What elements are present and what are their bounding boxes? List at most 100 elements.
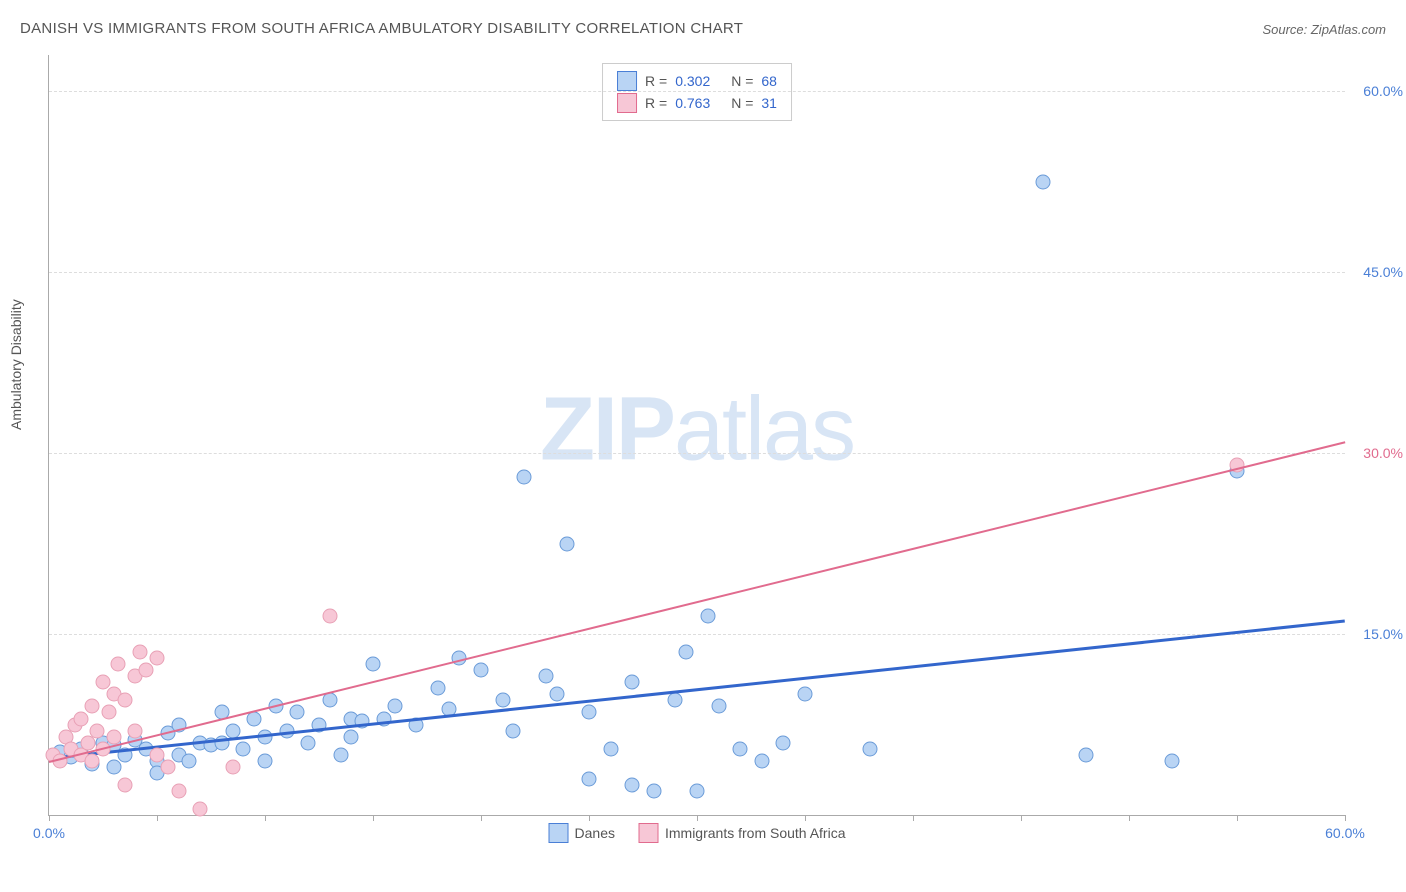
scatter-point bbox=[754, 753, 769, 768]
n-label: N = bbox=[731, 70, 753, 92]
scatter-point bbox=[430, 681, 445, 696]
r-label: R = bbox=[645, 92, 667, 114]
scatter-point bbox=[474, 663, 489, 678]
gridline bbox=[49, 634, 1345, 635]
scatter-point bbox=[258, 753, 273, 768]
n-value: 31 bbox=[761, 92, 777, 114]
legend-row: R = 0.763 N = 31 bbox=[617, 92, 777, 114]
legend-swatch bbox=[617, 71, 637, 91]
watermark-light: atlas bbox=[674, 379, 854, 479]
scatter-point bbox=[387, 699, 402, 714]
scatter-point bbox=[322, 693, 337, 708]
series-legend: Danes Immigrants from South Africa bbox=[549, 823, 846, 843]
scatter-point bbox=[776, 735, 791, 750]
legend-swatch bbox=[549, 823, 569, 843]
y-tick-label: 45.0% bbox=[1363, 264, 1403, 280]
scatter-point bbox=[182, 753, 197, 768]
legend-item: Danes bbox=[549, 823, 615, 843]
x-tick bbox=[1021, 815, 1022, 821]
scatter-point bbox=[1165, 753, 1180, 768]
source-attribution: Source: ZipAtlas.com bbox=[1262, 22, 1386, 37]
x-tick bbox=[265, 815, 266, 821]
scatter-point bbox=[646, 783, 661, 798]
scatter-point bbox=[344, 729, 359, 744]
y-tick-label: 30.0% bbox=[1363, 445, 1403, 461]
gridline bbox=[49, 453, 1345, 454]
x-tick bbox=[805, 815, 806, 821]
scatter-point bbox=[225, 723, 240, 738]
y-tick-label: 15.0% bbox=[1363, 626, 1403, 642]
trendline bbox=[49, 620, 1345, 760]
x-tick bbox=[1129, 815, 1130, 821]
chart-title: DANISH VS IMMIGRANTS FROM SOUTH AFRICA A… bbox=[20, 20, 743, 37]
scatter-point bbox=[625, 675, 640, 690]
scatter-point bbox=[333, 747, 348, 762]
x-tick-label: 60.0% bbox=[1325, 825, 1365, 841]
scatter-point bbox=[560, 536, 575, 551]
scatter-point bbox=[495, 693, 510, 708]
legend-swatch bbox=[617, 93, 637, 113]
legend-label: Danes bbox=[575, 825, 615, 841]
scatter-point bbox=[139, 663, 154, 678]
x-tick bbox=[697, 815, 698, 821]
scatter-point bbox=[690, 783, 705, 798]
gridline bbox=[49, 91, 1345, 92]
chart-plot-area: ZIPatlas R =0.302N =68R =0.763N =31 Dane… bbox=[48, 55, 1345, 816]
y-axis-label: Ambulatory Disability bbox=[8, 299, 24, 430]
scatter-point bbox=[89, 723, 104, 738]
scatter-point bbox=[711, 699, 726, 714]
scatter-point bbox=[700, 608, 715, 623]
scatter-point bbox=[74, 711, 89, 726]
scatter-point bbox=[117, 777, 132, 792]
y-tick-label: 60.0% bbox=[1363, 83, 1403, 99]
x-tick bbox=[49, 815, 50, 821]
r-value: 0.763 bbox=[675, 92, 723, 114]
x-tick bbox=[157, 815, 158, 821]
scatter-point bbox=[366, 657, 381, 672]
scatter-point bbox=[506, 723, 521, 738]
scatter-point bbox=[106, 729, 121, 744]
x-tick bbox=[373, 815, 374, 821]
scatter-point bbox=[236, 741, 251, 756]
x-tick-label: 0.0% bbox=[33, 825, 65, 841]
scatter-point bbox=[132, 645, 147, 660]
scatter-point bbox=[582, 705, 597, 720]
x-tick bbox=[913, 815, 914, 821]
scatter-point bbox=[117, 693, 132, 708]
scatter-point bbox=[225, 759, 240, 774]
scatter-point bbox=[862, 741, 877, 756]
x-tick bbox=[1237, 815, 1238, 821]
scatter-point bbox=[85, 753, 100, 768]
scatter-point bbox=[102, 705, 117, 720]
n-label: N = bbox=[731, 92, 753, 114]
n-value: 68 bbox=[761, 70, 777, 92]
x-tick bbox=[481, 815, 482, 821]
x-tick bbox=[589, 815, 590, 821]
watermark-bold: ZIP bbox=[540, 379, 674, 479]
scatter-point bbox=[111, 657, 126, 672]
scatter-point bbox=[128, 723, 143, 738]
scatter-point bbox=[517, 470, 532, 485]
r-label: R = bbox=[645, 70, 667, 92]
scatter-point bbox=[798, 687, 813, 702]
scatter-point bbox=[668, 693, 683, 708]
scatter-point bbox=[538, 669, 553, 684]
scatter-point bbox=[150, 651, 165, 666]
scatter-point bbox=[290, 705, 305, 720]
scatter-point bbox=[1035, 174, 1050, 189]
scatter-point bbox=[625, 777, 640, 792]
scatter-point bbox=[322, 608, 337, 623]
watermark-logo: ZIPatlas bbox=[540, 378, 854, 481]
legend-label: Immigrants from South Africa bbox=[665, 825, 846, 841]
scatter-point bbox=[171, 783, 186, 798]
scatter-point bbox=[1078, 747, 1093, 762]
scatter-point bbox=[582, 771, 597, 786]
scatter-point bbox=[193, 801, 208, 816]
legend-row: R =0.302N =68 bbox=[617, 70, 777, 92]
scatter-point bbox=[733, 741, 748, 756]
legend-item: Immigrants from South Africa bbox=[639, 823, 846, 843]
scatter-point bbox=[85, 699, 100, 714]
trendline bbox=[49, 441, 1345, 763]
scatter-point bbox=[160, 759, 175, 774]
legend-swatch bbox=[639, 823, 659, 843]
